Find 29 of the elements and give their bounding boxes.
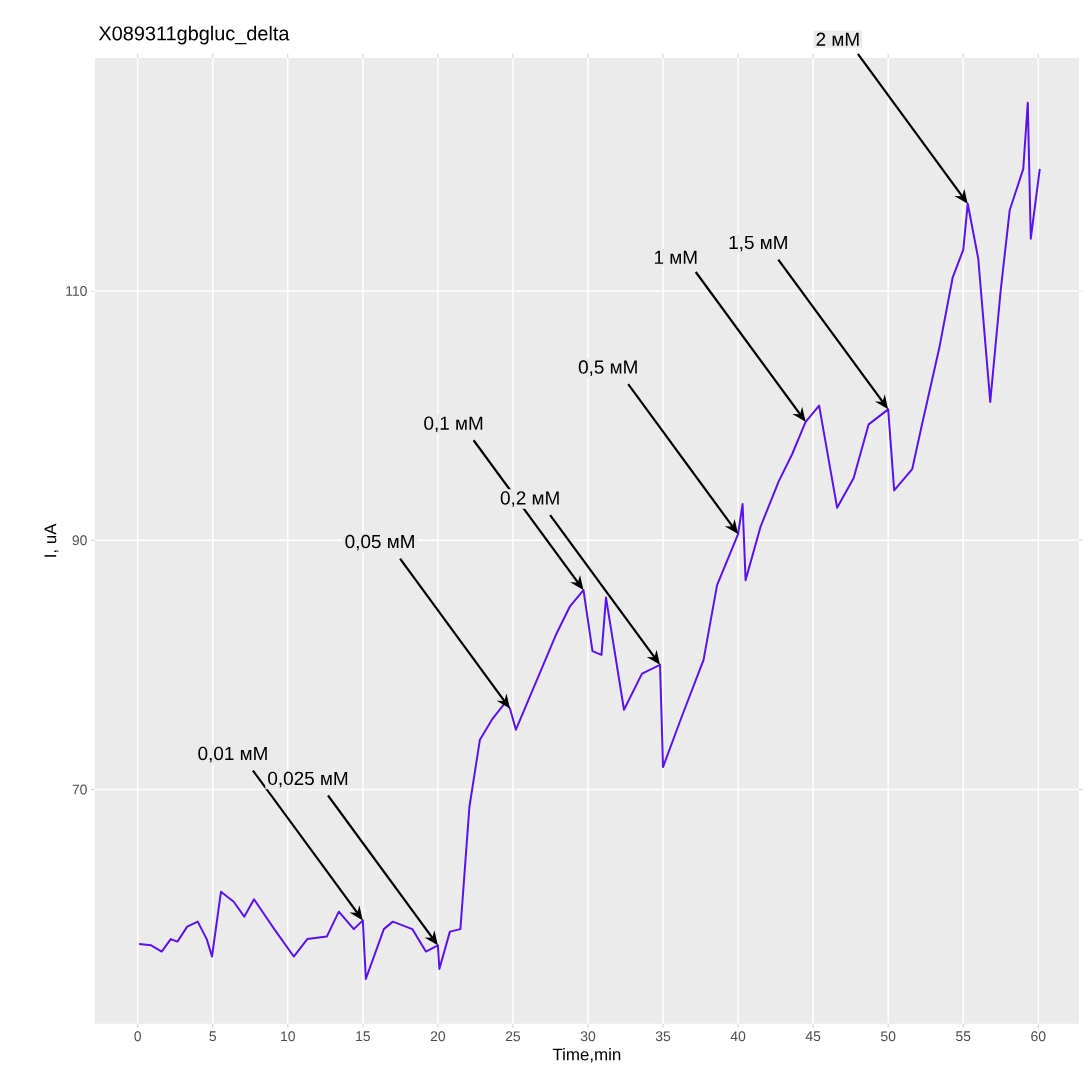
x-tick-label: 10 xyxy=(281,1031,295,1042)
x-tick-label: 20 xyxy=(430,1031,446,1042)
x-tick-label: 55 xyxy=(956,1031,971,1042)
annotation: 1,5 мМ xyxy=(729,236,787,252)
x-tick-label: 45 xyxy=(805,1031,821,1042)
y-tick-label: 70 xyxy=(72,784,87,795)
x-tick-label: 5 xyxy=(209,1031,217,1042)
annotation: 0,025 мМ xyxy=(268,771,348,788)
x-tick-label: 30 xyxy=(580,1031,596,1042)
line-series xyxy=(138,101,1041,981)
annotation: 0,1 мМ xyxy=(424,416,483,433)
x-tick-label: 15 xyxy=(356,1031,370,1042)
x-axis-title: Time,min xyxy=(552,1048,621,1063)
annotation: 0,2 мМ xyxy=(500,491,559,507)
x-tick-label: 35 xyxy=(655,1031,671,1042)
annotation: 2 мМ xyxy=(816,32,859,46)
x-tick-label: 50 xyxy=(881,1031,896,1042)
x-tick-label: 25 xyxy=(505,1031,521,1042)
y-axis-title: I, uA xyxy=(44,523,59,557)
annotation: 0,05 мМ xyxy=(345,534,414,551)
y-tick-label: 90 xyxy=(72,535,87,546)
annotation: 0,01 мМ xyxy=(198,746,267,763)
annotation: 0,5 мМ xyxy=(578,360,637,377)
chart-title: X089311gbgluc_delta xyxy=(98,25,290,45)
x-tick-label: 40 xyxy=(730,1031,746,1042)
y-tick-label: 110 xyxy=(66,286,87,297)
x-tick-label: 0 xyxy=(134,1031,142,1042)
x-tick-label: 60 xyxy=(1031,1031,1046,1042)
annotation: 1 мМ xyxy=(654,250,697,264)
